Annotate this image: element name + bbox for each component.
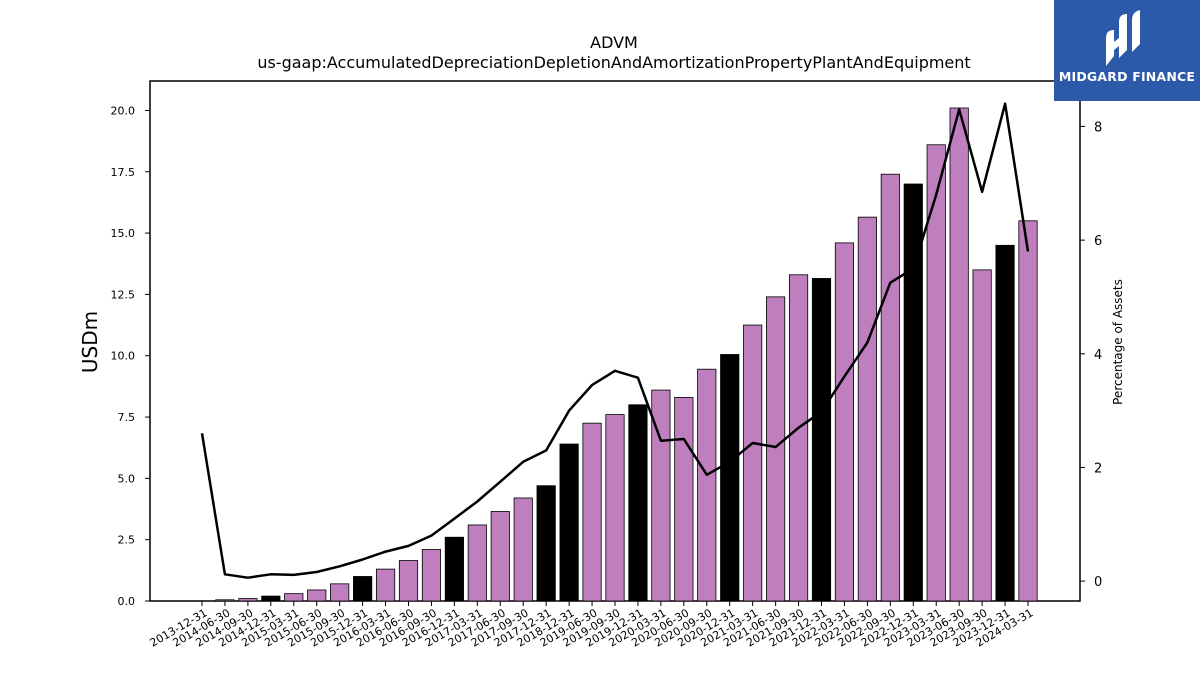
axes: 0.02.55.07.510.012.515.017.520.002468201…	[111, 104, 1103, 649]
percentage-line	[200, 102, 1030, 579]
bar-2023-09-30	[972, 269, 992, 602]
y-tick-label: 2.5	[118, 534, 136, 547]
y-tick-label: 20.0	[111, 104, 136, 117]
bar-2015-09-30	[330, 583, 350, 602]
bar-2021-06-30	[766, 296, 786, 602]
bar-2016-09-30	[421, 549, 442, 602]
bar-2014-06-30	[215, 599, 235, 602]
bar-2024-03-31	[1018, 220, 1038, 602]
bar-2017-03-31	[467, 524, 487, 602]
bar-2017-09-30	[513, 497, 533, 602]
bar-2015-12-31	[353, 576, 373, 602]
bar-2014-12-31	[261, 595, 281, 602]
bar-2021-12-31	[811, 278, 832, 602]
bar-2016-12-31	[444, 536, 464, 602]
y-tick-label: 7.5	[118, 411, 136, 424]
y-tick-label: 10.0	[111, 350, 136, 363]
midgard-finance-logo: MIDGARD FINANCE	[1054, 0, 1200, 101]
bar-2019-09-30	[605, 414, 625, 602]
y-tick-label: 15.0	[111, 227, 136, 240]
midgard-logo-icon	[1106, 10, 1140, 66]
bar-2020-09-30	[697, 368, 717, 602]
bar-2015-06-30	[307, 589, 327, 602]
bar-2020-06-30	[674, 397, 694, 602]
chart-title: ADVM	[590, 33, 638, 52]
y2-axis-label: Percentage of Assets	[1111, 279, 1125, 405]
bar-2016-06-30	[398, 560, 419, 602]
bar-2015-03-31	[284, 593, 304, 602]
bar-2017-12-31	[536, 485, 556, 602]
y2-tick-label: 6	[1094, 234, 1102, 249]
y2-tick-label: 4	[1094, 348, 1102, 363]
bar-2023-06-30	[949, 107, 969, 602]
y-tick-label: 0.0	[118, 595, 136, 608]
bar-2020-12-31	[720, 354, 740, 602]
bar-2023-12-31	[995, 244, 1015, 602]
bar-series	[215, 107, 1038, 602]
bar-2019-06-30	[582, 422, 602, 602]
bar-2021-09-30	[788, 274, 809, 602]
y-tick-label: 12.5	[111, 288, 136, 301]
bar-2014-09-30	[238, 598, 258, 602]
bar-2021-03-31	[743, 324, 763, 602]
y2-tick-label: 0	[1094, 575, 1102, 590]
y2-tick-label: 8	[1094, 120, 1102, 135]
y2-tick-label: 2	[1094, 461, 1102, 476]
percentage-line-series	[200, 102, 1030, 579]
bar-2017-06-30	[490, 511, 510, 602]
y-axis-label: USDm	[78, 311, 102, 373]
bar-2019-12-31	[628, 404, 648, 602]
chart-subtitle: us-gaap:AccumulatedDepreciationDepletion…	[257, 53, 970, 72]
bar-2022-09-30	[880, 173, 900, 602]
y-tick-label: 5.0	[118, 472, 136, 485]
bar-2022-03-31	[834, 242, 855, 602]
bar-2018-12-31	[559, 443, 579, 602]
bar-2022-06-30	[857, 216, 877, 602]
logo-text: MIDGARD FINANCE	[1058, 69, 1196, 84]
y-tick-label: 17.5	[111, 166, 136, 179]
bar-2016-03-31	[375, 568, 396, 602]
